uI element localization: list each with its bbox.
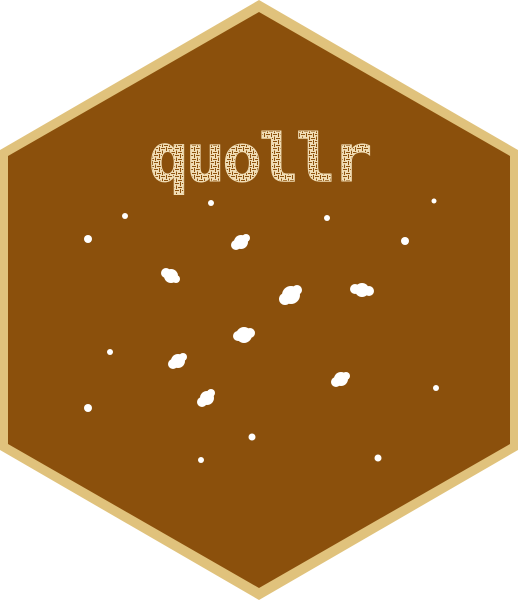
point-cluster [331,372,350,387]
point-cluster [231,234,250,250]
point [324,215,330,221]
point [107,349,113,355]
point [431,198,437,204]
point [84,235,92,243]
point [84,404,92,412]
hex-fill [8,12,510,588]
point-cluster [279,285,302,305]
point [433,385,439,391]
point-cluster [168,353,187,369]
point [198,457,204,463]
point [122,213,128,219]
point-cluster [233,327,255,343]
point [374,454,382,462]
point [401,237,409,245]
point-cluster [161,268,180,283]
point-cluster [197,389,215,407]
point [208,200,214,206]
logo-title: quollr [149,120,371,197]
point-cluster [350,283,374,297]
scatter-points [84,198,439,463]
point [248,433,256,441]
